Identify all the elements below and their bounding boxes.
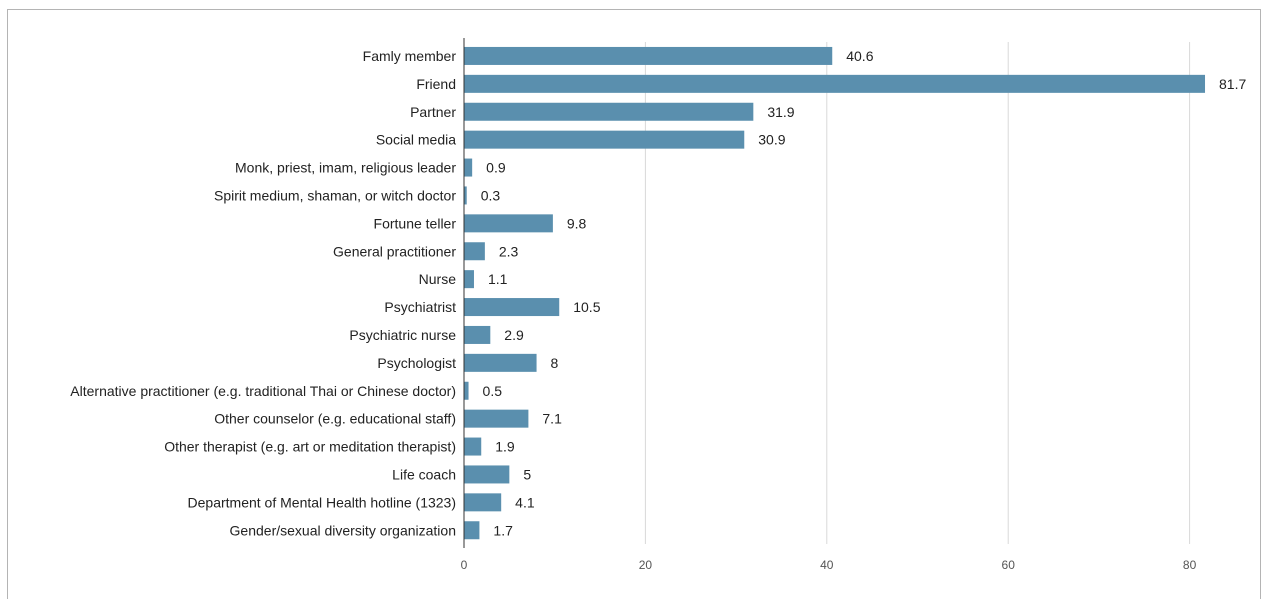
x-axis-tick-labels: 0 20 40 60 80 [461,558,1197,572]
x-tick-label: 40 [820,558,834,572]
category-label: Fortune teller [374,215,457,231]
bar [464,465,510,484]
bar [464,74,1206,93]
bar [464,270,474,289]
data-label: 1.1 [488,271,508,287]
data-label: 7.1 [542,411,562,427]
data-label: 0.5 [483,383,503,399]
category-label: Nurse [419,271,457,287]
bar [464,521,480,540]
data-label: 1.9 [495,439,515,455]
category-label: Friend [416,76,456,92]
data-label: 9.8 [567,215,587,231]
data-label: 30.9 [758,132,785,148]
category-label: Other counselor (e.g. educational staff) [214,411,456,427]
bar [464,381,469,400]
bar [464,242,485,261]
bar [464,493,502,512]
category-label: Psychologist [377,355,456,371]
bar [464,298,560,317]
x-tick-label: 0 [461,558,468,572]
value-labels: 40.6 81.7 31.9 30.9 0.9 0.3 9.8 2.3 1.1 10.5 2.9 8 0… [481,48,1247,538]
category-label: Psychiatrist [384,299,456,315]
category-label: Department of Mental Health hotline (132… [188,494,456,510]
data-label: 31.9 [767,104,794,120]
bar [464,46,833,65]
category-label: Psychiatric nurse [349,327,456,343]
x-tick-label: 60 [1002,558,1016,572]
bar [464,158,473,177]
category-label: Other therapist (e.g. art or meditation … [164,439,456,455]
bar [464,214,553,233]
bar [464,186,467,205]
gridlines [644,42,1191,544]
bar [464,102,754,121]
data-label: 10.5 [573,299,600,315]
data-label: 1.7 [493,522,513,538]
bar [464,353,537,372]
category-labels: Famly member Friend Partner Social media Mon… [70,48,456,538]
x-tick-label: 80 [1183,558,1197,572]
x-tick-label: 20 [639,558,653,572]
data-label: 81.7 [1219,76,1246,92]
category-label: Gender/sexual diversity organization [230,522,456,538]
data-label: 4.1 [515,494,535,510]
bar [464,130,745,149]
data-label: 5 [523,466,531,482]
data-label: 8 [551,355,559,371]
data-label: 40.6 [846,48,873,64]
category-label: General practitioner [333,243,456,259]
category-label: Partner [410,104,456,120]
data-label: 2.9 [504,327,524,343]
bar [464,437,482,456]
category-label: Monk, priest, imam, religious leader [235,160,456,176]
data-label: 2.3 [499,243,519,259]
data-label: 0.3 [481,187,501,203]
category-label: Life coach [392,466,456,482]
data-label: 0.9 [486,160,506,176]
category-label: Famly member [363,48,457,64]
category-label: Spirit medium, shaman, or witch doctor [214,187,456,203]
bar [464,325,491,344]
bar [464,409,529,428]
category-label: Alternative practitioner (e.g. tradition… [70,383,456,399]
category-label: Social media [376,132,456,148]
bars [464,46,1206,540]
